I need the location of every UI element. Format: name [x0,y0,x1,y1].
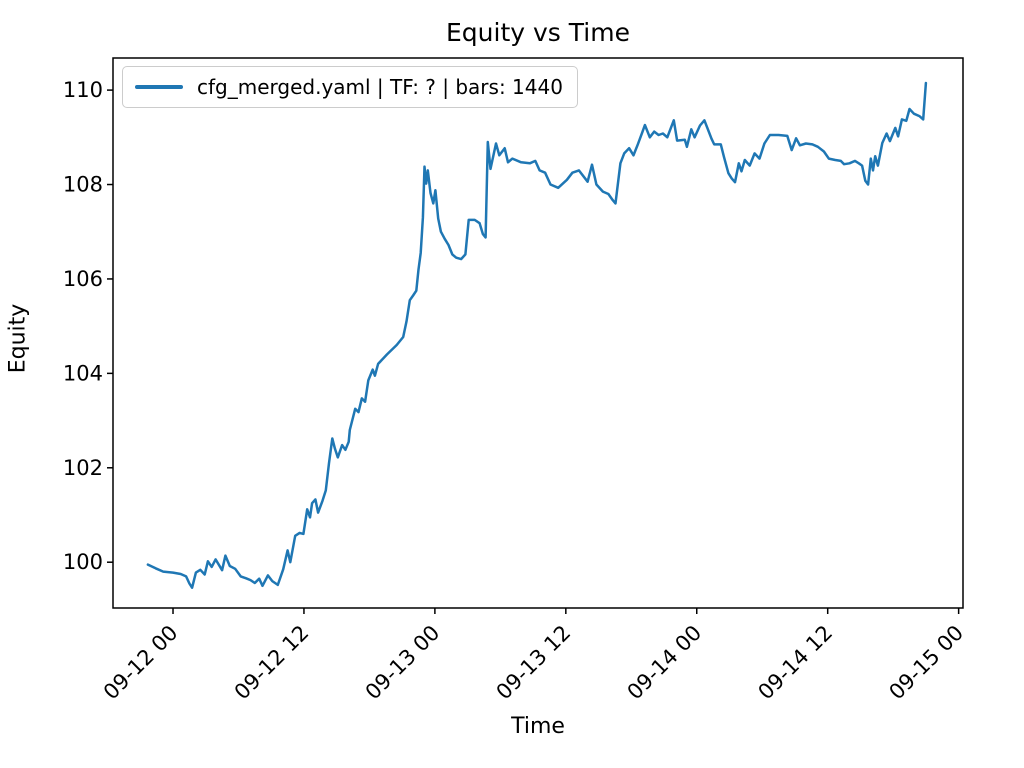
y-tick-label: 104 [63,361,103,385]
legend: cfg_merged.yaml | TF: ? | bars: 1440 [122,66,578,108]
x-tick-label: 09-12 12 [230,621,314,705]
x-axis-label: Time [511,714,565,739]
y-tick-label: 110 [63,78,103,102]
x-tick-label: 09-15 00 [884,621,968,705]
x-tick-label: 09-12 00 [99,621,183,705]
axes-frame [112,57,964,609]
y-tick-label: 102 [63,456,103,480]
y-tick-label: 108 [63,173,103,197]
x-tick-label: 09-13 12 [492,621,576,705]
x-tick-label: 09-13 00 [361,621,445,705]
chart-title: Equity vs Time [446,18,630,47]
legend-line-swatch [135,85,183,89]
x-tick-label: 09-14 12 [753,621,837,705]
y-tick-label: 100 [63,550,103,574]
y-tick-label: 106 [63,267,103,291]
legend-label: cfg_merged.yaml | TF: ? | bars: 1440 [197,75,563,99]
equity-line [146,81,928,589]
x-tick-label: 09-14 00 [623,621,707,705]
